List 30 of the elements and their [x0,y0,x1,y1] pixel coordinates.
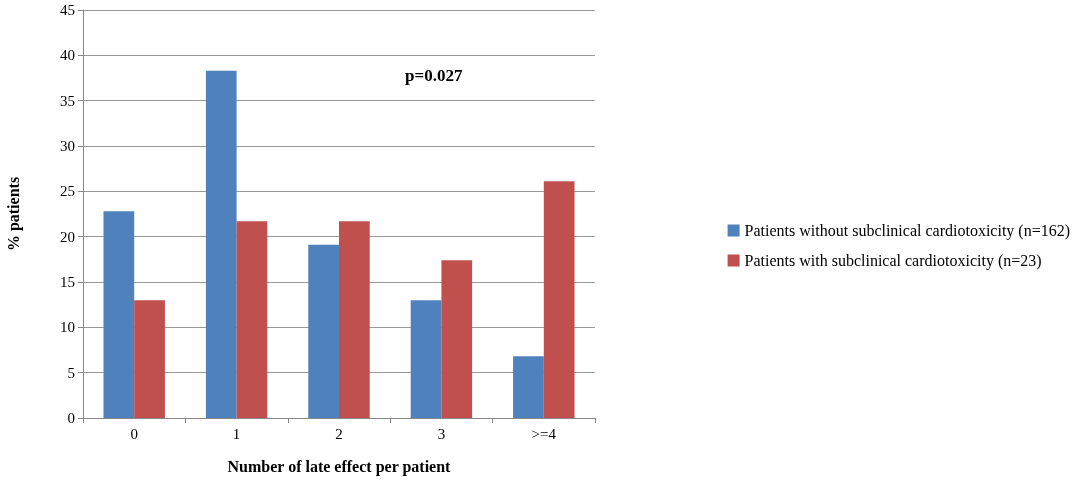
y-tick-label: 15 [60,274,75,290]
bar [236,221,268,418]
bar [410,300,442,418]
y-axis-title: % patients [4,176,23,252]
legend-label: Patients without subclinical cardiotoxicity (n=162) [744,222,1070,240]
x-tick-label: 0 [130,425,138,442]
x-tick-label: 2 [335,425,343,442]
y-tick-label: 45 [60,2,75,18]
x-axis-title: Number of late effect per patient [227,457,452,476]
x-tick-label: >=4 [531,425,557,442]
bar [441,260,473,418]
bar [205,70,237,418]
y-tick-label: 35 [60,92,75,109]
x-tick-label: 3 [437,425,446,442]
x-tick-label: 1 [232,425,241,442]
bar [103,211,135,418]
y-tick-label: 20 [60,228,75,245]
annotation: p=0.027 [405,66,463,85]
bar [543,181,575,418]
y-tick-label: 30 [60,138,75,154]
bar [513,356,544,418]
bar [308,244,339,418]
y-tick-label: 5 [67,364,75,381]
y-tick-label: 25 [60,183,75,200]
y-tick-label: 0 [67,410,75,426]
legend-label: Patients with subclinical cardiotoxicity (n=23) [744,252,1042,270]
y-tick-label: 40 [60,47,75,64]
bar [339,221,370,418]
y-tick-label: 10 [60,319,75,336]
bar [134,300,165,418]
